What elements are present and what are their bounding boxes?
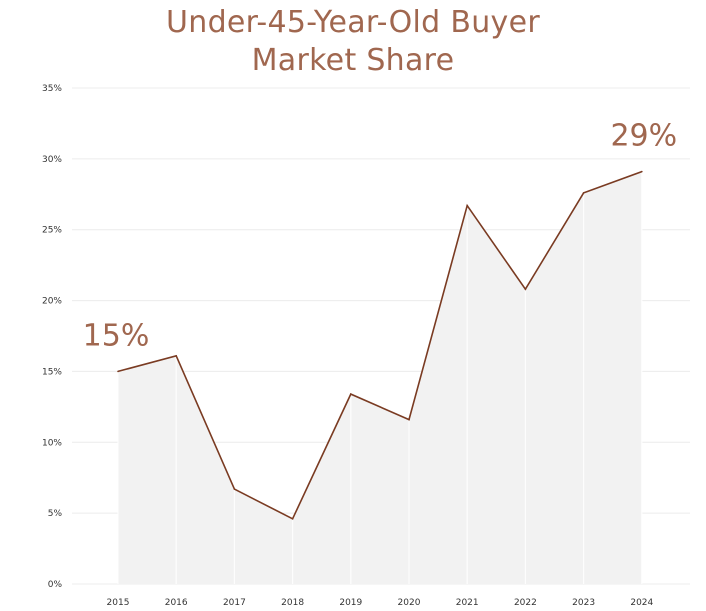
y-tick-label: 5%	[48, 509, 63, 519]
data-point	[408, 418, 410, 421]
x-tick-label: 2024	[630, 598, 653, 608]
data-point	[291, 518, 294, 520]
y-tick-label: 25%	[42, 226, 62, 236]
x-tick-label: 2017	[223, 598, 246, 608]
chart-title: Under-45-Year-Old Buyer Market Share	[0, 4, 706, 80]
x-tick-label: 2016	[165, 598, 188, 608]
x-tick-label: 2019	[339, 598, 362, 608]
x-tick-label: 2020	[398, 598, 421, 608]
y-axis: 0% 5% 10% 15% 20% 25% 30% 35%	[42, 84, 62, 590]
data-point	[350, 393, 352, 395]
x-tick-label: 2022	[514, 598, 537, 608]
x-tick-label: 2018	[281, 598, 304, 608]
data-point	[233, 488, 236, 490]
y-tick-label: 30%	[42, 155, 62, 165]
y-tick-label: 20%	[42, 297, 62, 307]
area-fill	[118, 171, 642, 584]
chart-title-line-1: Under-45-Year-Old Buyer	[166, 5, 540, 40]
x-axis: 2015 2016 2017 2018 2019 2020 2021 2022 2023 2024	[107, 598, 654, 608]
y-tick-label: 10%	[42, 438, 62, 448]
data-point	[175, 355, 177, 357]
y-tick-label: 15%	[42, 367, 62, 377]
x-tick-label: 2021	[456, 598, 479, 608]
annotations: 15% 29%	[83, 119, 677, 354]
data-point	[117, 370, 119, 373]
chart-title-line-2: Market Share	[251, 43, 455, 78]
data-point	[641, 170, 643, 173]
x-tick-label: 2023	[572, 598, 595, 608]
y-tick-label: 0%	[48, 580, 63, 590]
annotation-label: 29%	[610, 119, 677, 154]
annotation-label: 15%	[83, 318, 150, 353]
series-line	[117, 170, 643, 520]
data-point	[582, 192, 585, 194]
y-tick-label: 35%	[42, 84, 62, 94]
x-tick-label: 2015	[107, 598, 130, 608]
data-point	[466, 204, 469, 207]
data-point	[524, 288, 527, 291]
